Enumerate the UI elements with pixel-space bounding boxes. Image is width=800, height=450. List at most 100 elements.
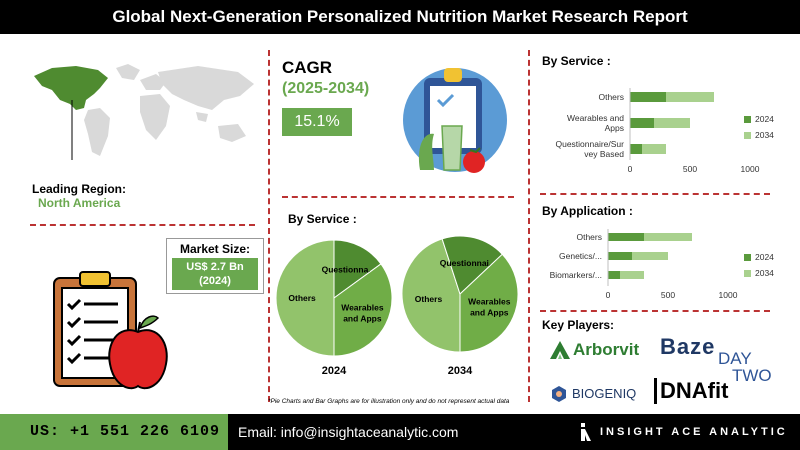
market-size-line2: (2024): [199, 275, 231, 287]
leading-region-value: North America: [38, 196, 121, 210]
bar-app-bar-0-2024: [608, 233, 644, 241]
bar-app-bar-2-2024: [608, 271, 620, 279]
clipboard-apple-illustration: [53, 271, 168, 390]
bar-app-bar-1-2034: [632, 252, 668, 260]
illustration-clip: [444, 68, 462, 82]
pie-2034-label-2: Wearables: [468, 297, 511, 307]
logo-baze: Baze: [660, 334, 716, 359]
apple-leaf: [138, 315, 160, 330]
biogeniq-mark-icon: [552, 386, 566, 402]
bar-service-bar-1-2024: [630, 118, 654, 128]
pie-2024-slice-2: [333, 263, 393, 357]
application-bar-chart: Others Genetics/... Biomarkers/... 0 500 1000…: [550, 229, 774, 300]
divider-service: [540, 193, 770, 195]
report-title: Global Next-Generation Personalized Nutr…: [0, 0, 800, 34]
bar-service-legend-swatch-2024: [744, 116, 751, 123]
brand-logo-icon: [581, 423, 591, 441]
map-north-america: [34, 66, 108, 110]
bar-service-tick-2: 1000: [741, 164, 760, 174]
market-size-label: Market Size:: [179, 242, 251, 256]
bar-service-tick-0: 0: [628, 164, 633, 174]
footer-phone[interactable]: US: +1 551 226 6109: [0, 414, 228, 450]
service-bar-title: By Service :: [542, 54, 611, 68]
cagr-value: 15.1%: [282, 108, 352, 136]
arborvit-wordmark: Arborvit: [573, 340, 640, 359]
illustration-jar: [441, 125, 463, 171]
bar-service-bar-2-2024: [630, 144, 642, 154]
illustration-greens: [418, 133, 434, 170]
bar-app-category-0: Others: [576, 232, 602, 242]
application-bar-title: By Application :: [542, 204, 633, 218]
leading-region-label: Leading Region:: [32, 182, 126, 196]
divider-cagr: [282, 196, 514, 198]
logo-daytwo: DAY TWO: [718, 350, 782, 388]
bar-app-tick-1: 500: [661, 290, 675, 300]
bar-app-legend-label-2034: 2034: [755, 268, 774, 278]
cagr-title: CAGR: [282, 58, 333, 77]
divider-application: [540, 310, 770, 312]
illustration-tomato-leaf: [469, 147, 481, 154]
logo-biogeniq: BIOGENIQ: [550, 384, 650, 404]
footer-email[interactable]: Email: info@insightaceanalytic.com: [228, 414, 568, 450]
bar-service-bar-0-2034: [666, 92, 714, 102]
daytwo-line1: DAY: [718, 349, 752, 368]
divider-region: [30, 224, 255, 226]
logo-arborvit: Arborvit: [548, 336, 648, 364]
pie-2034-label-2: and Apps: [470, 308, 509, 318]
illustration-check: [436, 93, 455, 108]
footer-brand: INSIGHT ACE ANALYTIC: [568, 414, 800, 450]
apple-stem: [137, 321, 141, 333]
logo-dnafit: DNAfit: [654, 378, 728, 404]
bar-service-bar-2-2034: [642, 144, 666, 154]
apple-body: [108, 329, 168, 390]
bar-service-legend-swatch-2034: [744, 132, 751, 139]
bar-app-bar-2-2034: [620, 271, 644, 279]
biogeniq-wordmark: BIOGENIQ: [572, 386, 637, 401]
bar-service-bar-0-2024: [630, 92, 666, 102]
bar-service-bar-1-2034: [654, 118, 690, 128]
bar-app-legend-swatch-2024: [744, 254, 751, 261]
bar-app-bar-1-2024: [608, 252, 632, 260]
checklist-marks: [66, 298, 118, 365]
daytwo-line2: TWO: [732, 366, 772, 385]
pie-2034-year-label: 2034: [448, 365, 473, 377]
pie-2024-label-0: Others: [288, 293, 316, 303]
pie-section-title: By Service :: [288, 212, 357, 226]
pie-2024-slice-1: [333, 239, 382, 299]
bar-app-tick-0: 0: [606, 290, 611, 300]
footer: US: +1 551 226 6109 Email: info@insighta…: [0, 414, 800, 450]
pie-2034-slice-2: [459, 253, 519, 353]
bar-service-category-0: Others: [598, 92, 624, 102]
bar-service-category-2: vey Based: [584, 149, 624, 159]
bar-app-category-2: Biomarkers/...: [550, 270, 602, 280]
arborvit-mark-icon: [550, 341, 570, 359]
market-size-card: [166, 238, 264, 294]
bar-service-tick-1: 500: [683, 164, 697, 174]
key-players-title: Key Players:: [542, 318, 615, 332]
pie-2024-label-2: and Apps: [343, 314, 382, 324]
pie-2024-year-label: 2024: [322, 365, 347, 377]
nutrition-illustration: [403, 68, 507, 173]
divider-left: [268, 50, 270, 402]
divider-right: [528, 50, 530, 402]
bar-app-legend-label-2024: 2024: [755, 252, 774, 262]
bar-app-category-1: Genetics/...: [559, 251, 602, 261]
pie-2024-label-2: Wearables: [341, 303, 384, 313]
pie-2034-slice-1: [441, 235, 503, 295]
bar-service-category-2: Questionnaire/Sur: [555, 139, 624, 149]
pie-2034-label-1: Questionnai...: [440, 258, 496, 268]
pie-2034-label-0: Others: [415, 294, 443, 304]
pie-2034-slice-0: [401, 238, 461, 353]
bar-app-tick-2: 1000: [719, 290, 738, 300]
map-other-continents: [84, 64, 254, 156]
bar-service-category-1: Wearables and: [567, 113, 624, 123]
market-size-value: US$ 2.7 Bn (2024): [172, 258, 258, 290]
brand-name: INSIGHT ACE ANALYTIC: [600, 426, 788, 438]
market-size-line1: US$ 2.7 Bn: [186, 261, 244, 273]
pie-2024-slice-0: [275, 239, 335, 357]
clipboard-clip: [79, 271, 111, 287]
bar-service-legend-label-2034: 2034: [755, 130, 774, 140]
bar-app-bar-0-2034: [644, 233, 692, 241]
